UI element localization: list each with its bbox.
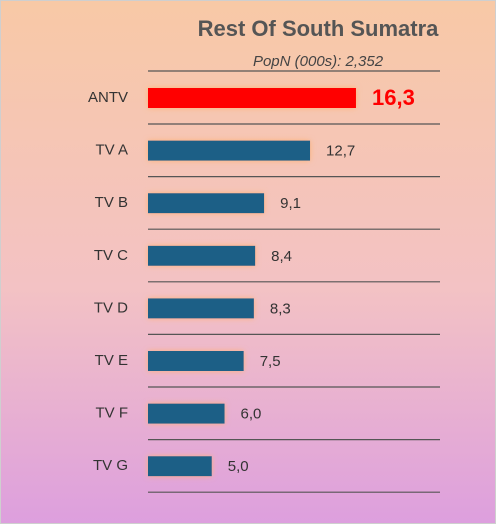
value-label: 9,1 bbox=[280, 195, 301, 212]
value-label: 7,5 bbox=[260, 353, 281, 370]
value-label: 8,3 bbox=[270, 300, 291, 317]
value-label: 6,0 bbox=[241, 406, 262, 423]
category-label: TV B bbox=[95, 194, 128, 211]
category-label: ANTV bbox=[88, 89, 128, 106]
value-label: 12,7 bbox=[326, 143, 355, 160]
bar bbox=[148, 456, 212, 477]
bar bbox=[148, 351, 244, 371]
bar bbox=[148, 298, 254, 319]
value-label: 16,3 bbox=[372, 85, 415, 110]
category-label: TV F bbox=[96, 405, 129, 422]
chart-title: Rest Of South Sumatra bbox=[198, 16, 440, 41]
category-label: TV E bbox=[95, 352, 128, 369]
bar bbox=[148, 88, 356, 108]
value-label: 8,4 bbox=[271, 248, 292, 265]
chart-subtitle: PopN (000s): 2,352 bbox=[253, 53, 384, 70]
bar bbox=[148, 193, 265, 214]
bar bbox=[148, 403, 225, 424]
category-label: TV D bbox=[94, 299, 128, 316]
value-label: 5,0 bbox=[228, 458, 249, 475]
category-label: TV C bbox=[94, 247, 128, 264]
category-label: TV G bbox=[93, 457, 128, 474]
bar bbox=[148, 245, 256, 266]
category-label: TV A bbox=[95, 142, 128, 159]
bar bbox=[148, 140, 311, 161]
